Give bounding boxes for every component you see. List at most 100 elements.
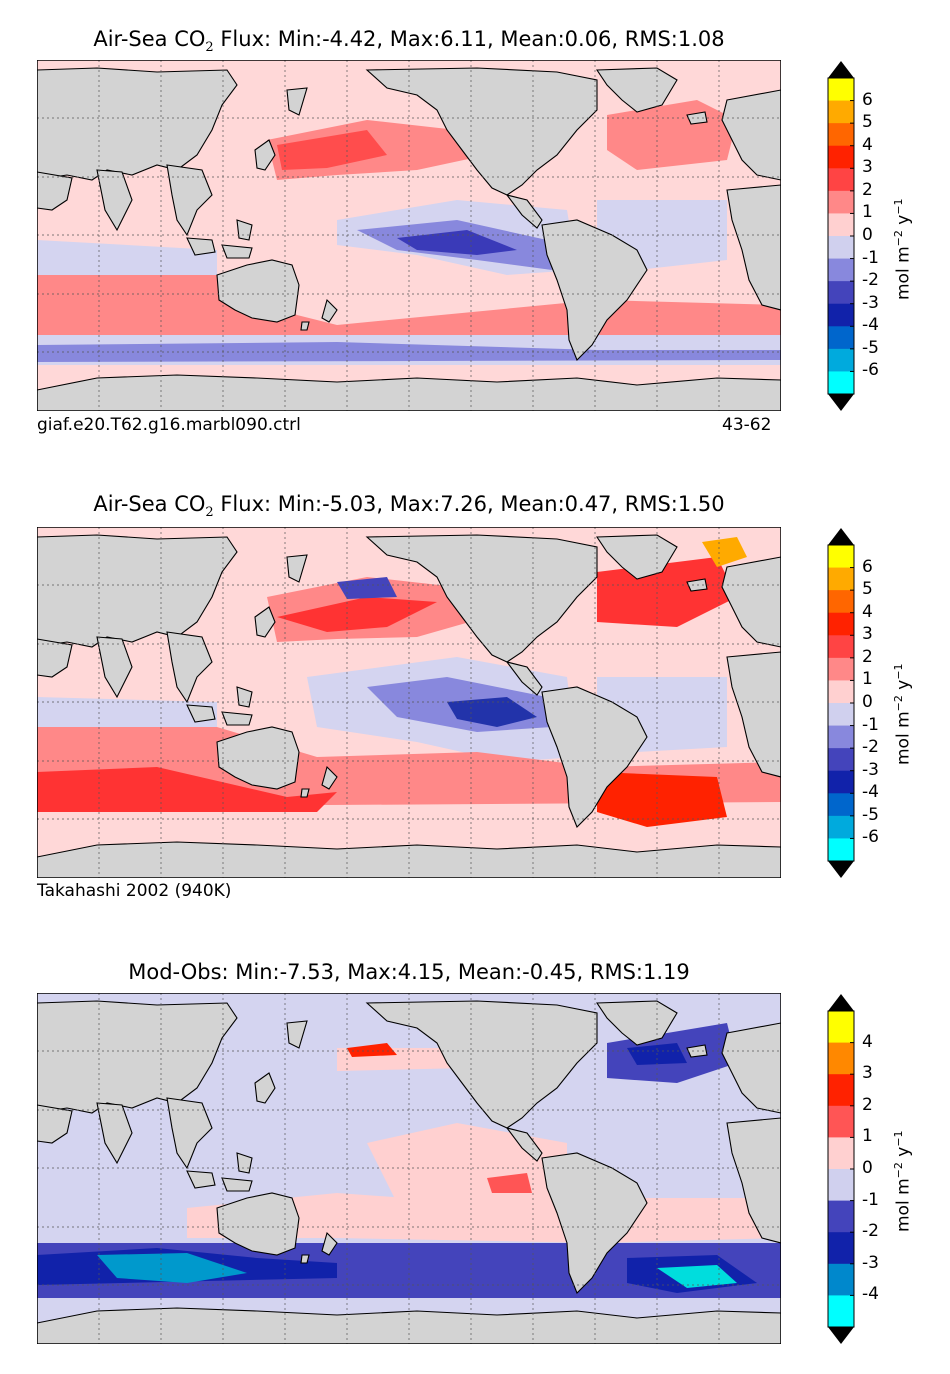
field-band-equatorial-min [397,230,517,255]
colorbar-units: mol m−2 y−1 [892,1130,914,1232]
colorbar-swatch [828,703,854,727]
colorbar-under-arrow [828,861,854,878]
colorbar-swatch [828,1232,854,1265]
colorbar-swatch [828,725,854,749]
colorbar-tick-label: -6 [862,827,879,848]
title-text: Air-Sea CO [93,492,206,516]
colorbar-tick-label: 1 [862,669,873,690]
colorbar-tick-label: 0 [862,692,873,712]
colorbar-tick-label: -1 [862,247,879,268]
title-text: Air-Sea CO [93,27,206,51]
field-band-south-indian [37,240,217,275]
colorbar-tick-label: -4 [862,1284,879,1305]
colorbar-tick-label: -1 [862,714,879,735]
colorbar [827,61,855,411]
colorbar-swatch [828,236,854,260]
colorbar-tick-label: 1 [862,1126,873,1147]
colorbar-over-arrow [828,528,854,545]
title-stats: Flux: Min:-4.42, Max:6.11, Mean:0.06, RM… [213,27,725,51]
colorbar-units: mol m−2 y−1 [892,663,914,765]
colorbar-tick-label: 2 [862,646,873,667]
field-band-north-pacific-core [277,597,437,632]
colorbar-swatch [828,1042,854,1075]
graticule [37,993,781,1344]
colorbar-tick-label: 0 [862,225,873,245]
colorbar-tick-label: -6 [862,360,879,381]
colorbar-tick-label: 2 [862,179,873,200]
colorbar-swatch [828,100,854,124]
colorbar-swatch [828,815,854,839]
title-stats: Flux: Min:-5.03, Max:7.26, Mean:0.47, RM… [213,492,725,516]
colorbar-tick-label: -5 [862,804,879,825]
field-band-south-min-atlantic-core [657,1265,737,1288]
colorbar-swatch [828,635,854,659]
colorbar-swatch [828,348,854,372]
panel-title: Air-Sea CO2 Flux: Min:-5.03, Max:7.26, M… [37,492,781,520]
title-text: Mod-Obs: Min:-7.53, Max:4.15, Mean:-0.45… [128,960,690,984]
colorbar-swatch [828,1169,854,1202]
flux-map [37,60,781,411]
colorbar-swatch [828,326,854,350]
colorbar-swatch [828,190,854,214]
footer-case: giaf.e20.T62.g16.marbl090.ctrl [37,415,301,435]
colorbar-tick-label: 6 [862,89,873,110]
colorbar [827,528,855,878]
colorbar-tick-label: 4 [862,1031,873,1052]
footer-years: 43-62 [722,415,772,435]
colorbar-swatch [828,1295,854,1328]
colorbar-tick-label: 4 [862,134,873,155]
title-subscript: 2 [205,40,214,56]
colorbar-swatch [828,838,854,862]
field-band-south-indian [37,697,217,727]
colorbar-swatch [828,1074,854,1107]
colorbar-swatch [828,793,854,817]
colorbar-tick-label: -2 [862,1221,879,1242]
colorbar-tick-label: -3 [862,1252,879,1273]
panel-title: Mod-Obs: Min:-7.53, Max:4.15, Mean:-0.45… [37,960,781,984]
colorbar-swatch [828,748,854,772]
colorbar-swatch [828,281,854,305]
colorbar-swatch [828,1200,854,1233]
colorbar-swatch [828,612,854,636]
colorbar-tick-label: 6 [862,556,873,577]
colorbar-tick-label: -2 [862,737,879,758]
colorbar-swatch [828,590,854,614]
field-band-equatorial-min [447,697,537,727]
panel-observations: Air-Sea CO 2 Flux: Min:-5.03, Max:7.26, M… [0,465,950,925]
colorbar-swatch [828,258,854,282]
colorbar-swatch [828,303,854,327]
field-band-south-pos-core [37,767,337,812]
colorbar-tick-label: -4 [862,782,879,803]
field-band-north-pacific-neg [337,577,397,599]
colorbar-swatch [828,1137,854,1170]
flux-map [37,527,781,878]
field-band-south-min-indian [97,1253,247,1283]
colorbar-swatch [828,145,854,169]
field-band-south-atlantic-core [597,772,727,827]
graticule [37,527,781,878]
colorbar-tick-label: 1 [862,202,873,223]
difference-map [37,993,781,1344]
colorbar-over-arrow [828,994,854,1011]
panel-model: Air-Sea CO2 Flux: Min:-4.42, Max:6.11, M… [0,0,950,460]
colorbar-tick-label: -5 [862,337,879,358]
colorbar-tick-label: 5 [862,579,873,600]
colorbar-tick-label: 0 [862,1158,873,1178]
field-band-north-pacific-core [277,130,387,170]
colorbar-swatch [828,371,854,395]
colorbar-swatch [828,680,854,704]
field-band-arctic-max [702,537,747,567]
colorbar-tick-label: -1 [862,1189,879,1210]
colorbar-tick-label: 3 [862,624,873,645]
colorbar-swatch [828,545,854,569]
colorbar-swatch [828,770,854,794]
colorbar-swatch [828,657,854,681]
colorbar-tick-label: -4 [862,315,879,336]
colorbar [827,994,855,1344]
colorbar-tick-label: 3 [862,157,873,178]
colorbar-swatch [828,567,854,591]
panel-title: Air-Sea CO2 Flux: Min:-4.42, Max:6.11, M… [37,27,781,55]
panel-difference: Mod-Obs: Min:-7.53, Max:4.15, Mean:-0.45… [0,932,950,1372]
colorbar-tick-label: -3 [862,759,879,780]
colorbar-units: mol m−2 y−1 [892,198,914,300]
